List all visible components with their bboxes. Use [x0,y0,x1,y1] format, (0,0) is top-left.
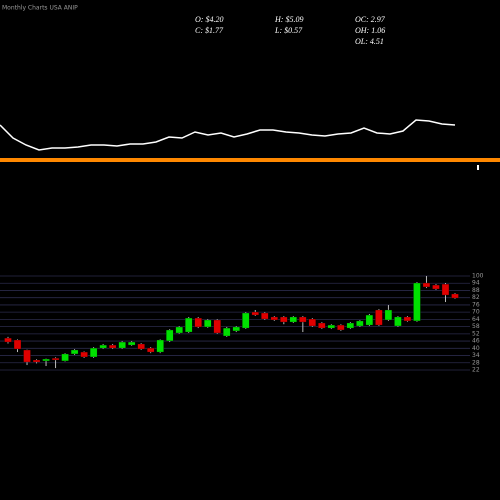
candle-body [346,322,355,329]
chart-title: Monthly Charts USA ANIP [2,5,78,12]
y-tick-label: 40 [472,345,480,352]
candle-body [80,351,88,358]
candle-body [23,349,31,363]
candle-body [394,316,402,327]
candle-body [194,317,202,328]
candle-body [223,327,231,337]
candle-body [99,344,107,349]
candle-body [166,329,174,342]
marker [477,165,479,170]
candle-body [127,341,136,346]
y-tick-label: 58 [472,323,480,330]
candle-body [356,320,364,327]
candle-body [4,337,12,343]
y-tick-label: 100 [472,273,484,280]
candle-body [451,293,459,299]
candle-body [270,316,278,321]
candle-body [261,312,269,320]
candle-body [251,311,259,316]
candle-body [365,314,374,326]
y-tick-label: 76 [472,301,480,308]
y-tick-label: 64 [472,316,480,323]
candle-body [318,322,326,329]
candle-body [89,347,98,358]
stat-label: OL: 4.51 [355,37,384,46]
candle-body [61,353,69,362]
candle-body [337,324,345,331]
candle-body [213,319,221,334]
candle-body [204,319,212,328]
candle-body [42,358,50,362]
candle-body [156,339,164,353]
candle-body [441,283,450,296]
candle-body [108,344,117,349]
candle-body [13,339,22,350]
candle-body [51,358,60,361]
y-tick-label: 34 [472,352,480,359]
candle-body [232,326,240,332]
y-tick-label: 88 [472,287,480,294]
candle-body [137,343,145,350]
stat-label: O: $4.20 [195,15,223,24]
candle-body [242,312,250,329]
candle-body [413,282,421,322]
candle-body [32,359,41,363]
candle-body [185,317,193,333]
candle-body [384,309,393,321]
stat-label: H: $5.09 [274,15,303,24]
candle-body [299,316,307,323]
candle-body [403,316,412,322]
y-tick-label: 52 [472,330,480,337]
candle-body [147,347,155,353]
y-tick-label: 94 [472,280,480,287]
candle-body [289,316,297,323]
candle-body [432,284,440,290]
y-tick-label: 22 [472,367,480,374]
y-tick-label: 28 [472,359,480,366]
candle-body [422,282,431,288]
candle-body [280,316,288,323]
candle-body [175,326,183,334]
stat-label: C: $1.77 [195,26,224,35]
stat-label: OC: 2.97 [355,15,386,24]
orange-band [0,158,500,162]
stat-label: OH: 1.06 [355,26,385,35]
candle-body [308,318,316,327]
candle-body [375,309,383,326]
candle-body [327,324,336,329]
y-tick-label: 70 [472,309,480,316]
candle-body [118,341,126,349]
indicator-line [0,119,456,151]
y-tick-label: 82 [472,294,480,301]
stat-label: L: $0.57 [274,26,303,35]
y-tick-label: 46 [472,338,480,345]
candle-body [70,349,79,355]
